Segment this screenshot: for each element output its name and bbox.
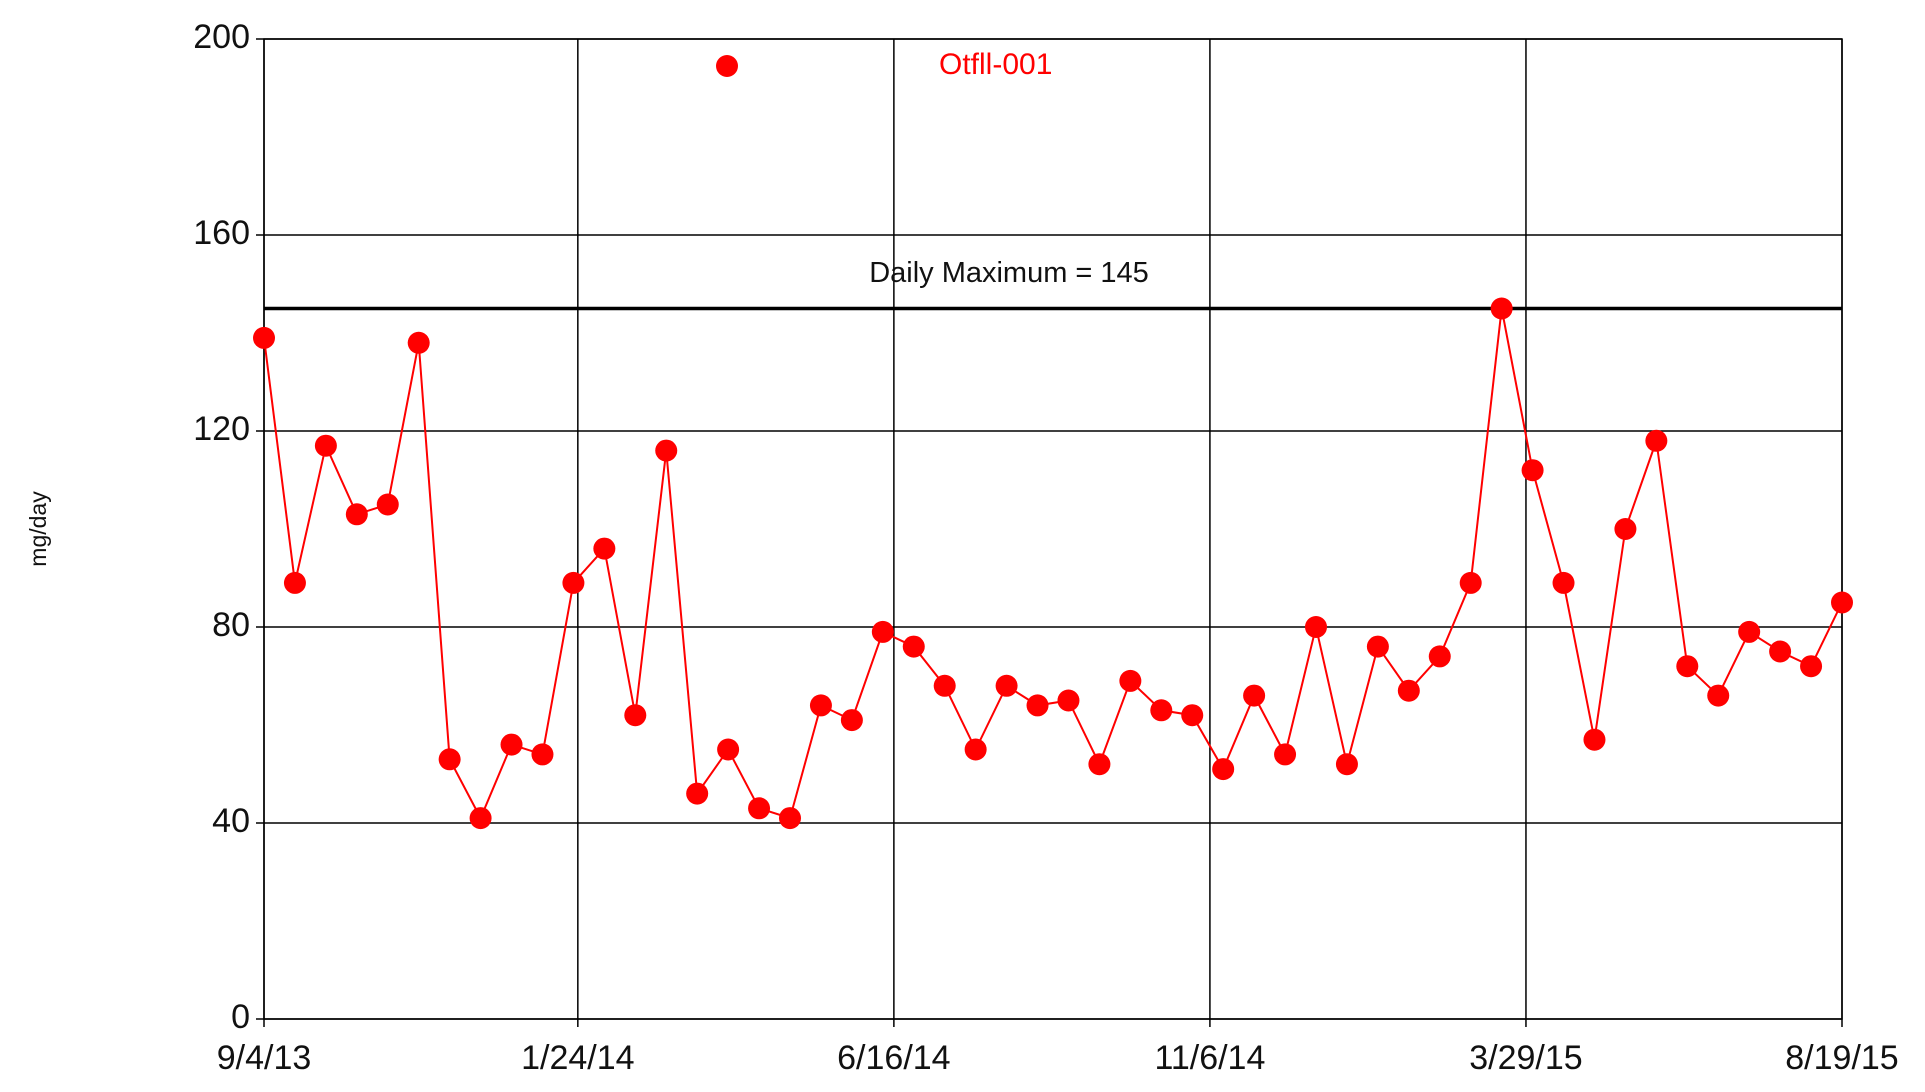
x-tick-label: 8/19/15: [1785, 1039, 1898, 1077]
data-point: [964, 738, 987, 761]
data-point: [1459, 571, 1482, 594]
y-tick-label: 80: [212, 606, 250, 644]
y-tick-label: 160: [193, 214, 250, 252]
data-point: [1335, 753, 1358, 776]
data-point: [1397, 679, 1420, 702]
data-point: [1676, 655, 1699, 678]
data-point: [624, 704, 647, 727]
y-tick-label: 200: [193, 18, 250, 56]
data-point: [1707, 684, 1730, 707]
data-point: [1026, 694, 1049, 717]
data-point: [531, 743, 554, 766]
data-point: [809, 694, 832, 717]
data-point: [562, 571, 585, 594]
data-point: [593, 537, 616, 560]
data-point: [1150, 699, 1173, 722]
data-point: [1769, 640, 1792, 663]
data-point: [1428, 645, 1451, 668]
data-point: [1243, 684, 1266, 707]
x-tick-label: 1/24/14: [521, 1039, 634, 1077]
data-point: [1738, 620, 1761, 643]
data-point: [933, 674, 956, 697]
data-point: [469, 807, 492, 830]
data-point: [253, 326, 275, 349]
data-point: [283, 571, 306, 594]
y-axis-label: mg/day: [25, 491, 51, 567]
data-point: [871, 620, 894, 643]
x-tick-label: 9/4/13: [217, 1039, 312, 1077]
x-tick-label: 11/6/14: [1154, 1039, 1265, 1077]
data-point: [655, 439, 678, 462]
data-point: [1212, 758, 1235, 781]
reference-label: Daily Maximum = 145: [869, 257, 1149, 289]
data-point: [1088, 753, 1111, 776]
data-point: [902, 635, 925, 658]
legend-marker: [716, 55, 738, 77]
data-point: [1583, 728, 1606, 751]
data-point: [1521, 459, 1544, 482]
data-point: [314, 434, 337, 457]
data-point: [1490, 297, 1513, 320]
x-tick-label: 3/29/15: [1469, 1039, 1582, 1077]
data-point: [748, 797, 771, 820]
legend-label: Otfll-001: [939, 48, 1052, 81]
y-tick-label: 0: [231, 998, 250, 1036]
y-tick-label: 40: [212, 802, 250, 840]
data-point: [1305, 616, 1327, 638]
data-point: [686, 782, 709, 805]
data-point: [1181, 704, 1204, 727]
data-point: [345, 503, 368, 526]
data-point: [376, 493, 399, 516]
data-point: [407, 331, 430, 354]
x-tick-label: 6/16/14: [837, 1039, 950, 1077]
plot-frame: [263, 38, 1843, 1020]
data-point: [1614, 518, 1637, 540]
data-point: [717, 738, 740, 761]
data-point: [1645, 429, 1668, 452]
data-point: [438, 748, 461, 771]
series-line: [263, 308, 1843, 821]
data-point: [1552, 571, 1575, 594]
data-point: [1831, 591, 1853, 614]
data-point: [1119, 669, 1142, 692]
data-point: [840, 709, 863, 732]
data-point: [1274, 743, 1297, 766]
data-point: [500, 733, 523, 756]
data-point: [995, 674, 1018, 697]
y-tick-label: 120: [193, 410, 250, 448]
data-point: [1366, 635, 1389, 658]
data-point: [1057, 689, 1080, 712]
data-point: [1800, 655, 1823, 678]
data-point: [779, 807, 801, 830]
